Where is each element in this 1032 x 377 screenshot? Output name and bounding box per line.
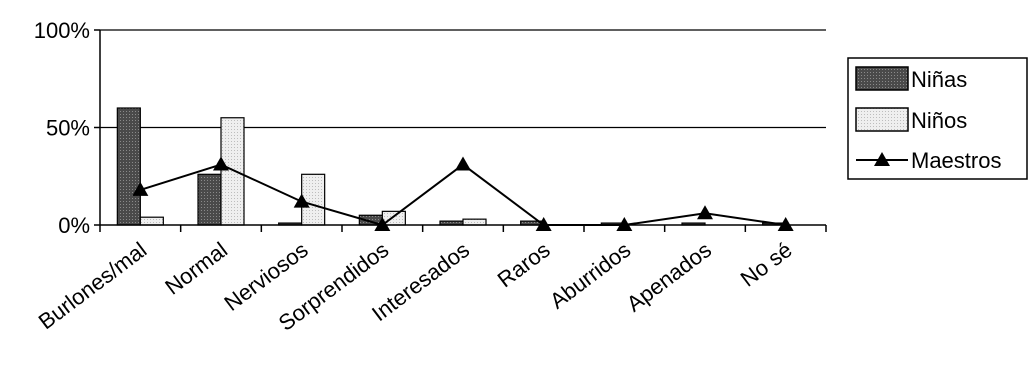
bar-ninos [139,216,164,226]
y-tick-label: 50% [46,116,90,141]
y-tick-label: 100% [34,18,90,43]
x-tick-label: No sé [736,237,797,292]
x-tick-label: Raros [493,237,555,292]
legend-marker-maestros [874,152,890,166]
x-tick-label: Aburridos [545,237,635,314]
bar-ninas [116,107,141,226]
bar-ninos [220,117,245,226]
maestros-marker [616,217,633,231]
axes [94,29,827,232]
x-tick-label: Apenados [622,237,716,317]
bar-ninos [462,218,487,226]
gridlines [100,29,826,129]
legend-swatch-ninos [855,107,909,132]
x-tick-label: Burlones/mal [34,237,152,334]
maestros-marker [293,193,310,208]
maestros-line [132,156,794,231]
maestros-marker [697,205,713,220]
legend-label-maestros: Maestros [911,148,1001,173]
legend-label-ninos: Niños [911,108,967,133]
maestros-marker [213,156,229,171]
y-tick-label: 0% [58,213,90,238]
y-tick-labels: 0% 50% 100% [34,18,90,238]
legend-swatch-ninas [855,66,909,91]
x-tick-label: Normal [160,237,232,300]
legend: Niñas Niños Maestros [847,57,1028,180]
legend-label-ninas: Niñas [911,67,967,92]
maestros-marker [455,156,471,171]
maestros-marker [535,217,552,231]
maestros-marker [374,217,391,231]
maestros-marker [777,217,794,231]
bar-ninas [197,173,222,226]
maestros-marker [132,181,149,196]
x-tick-labels: Burlones/mal NormalNerviososSorprendidosI… [34,237,797,336]
